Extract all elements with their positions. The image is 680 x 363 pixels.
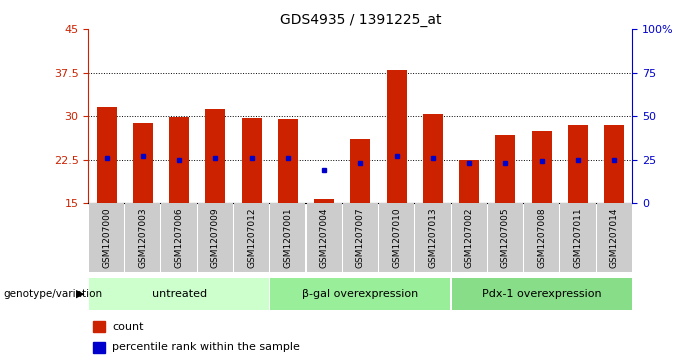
Bar: [278, 119, 298, 203]
Bar: [452, 203, 487, 272]
Bar: [343, 203, 378, 272]
Bar: [241, 118, 262, 203]
Bar: [161, 203, 197, 272]
Bar: [234, 203, 269, 272]
Text: Pdx-1 overexpression: Pdx-1 overexpression: [482, 289, 602, 299]
Text: GSM1207010: GSM1207010: [392, 207, 401, 268]
Bar: [379, 203, 414, 272]
Bar: [198, 203, 233, 272]
Text: GSM1207013: GSM1207013: [428, 207, 437, 268]
Bar: [270, 203, 305, 272]
Bar: [415, 203, 451, 272]
Text: GSM1207006: GSM1207006: [175, 207, 184, 268]
Bar: [605, 125, 624, 203]
Bar: [596, 203, 632, 272]
Text: GSM1207003: GSM1207003: [138, 207, 148, 268]
Bar: [89, 203, 124, 272]
Text: β-gal overexpression: β-gal overexpression: [303, 289, 418, 299]
Bar: [169, 117, 189, 203]
Text: genotype/variation: genotype/variation: [3, 289, 103, 299]
Bar: [459, 160, 479, 203]
Bar: [89, 278, 269, 310]
Bar: [93, 342, 105, 353]
Bar: [532, 131, 551, 203]
Text: GSM1207012: GSM1207012: [247, 208, 256, 268]
Bar: [350, 139, 371, 203]
Bar: [133, 123, 153, 203]
Bar: [568, 125, 588, 203]
Bar: [496, 135, 515, 203]
Text: GSM1207001: GSM1207001: [284, 207, 292, 268]
Bar: [93, 321, 105, 332]
Bar: [271, 278, 450, 310]
Text: GSM1207000: GSM1207000: [102, 207, 111, 268]
Bar: [560, 203, 596, 272]
Bar: [125, 203, 160, 272]
Text: untreated: untreated: [152, 289, 207, 299]
Text: GSM1207008: GSM1207008: [537, 207, 546, 268]
Text: GSM1207004: GSM1207004: [320, 208, 328, 268]
Text: GSM1207014: GSM1207014: [610, 208, 619, 268]
Bar: [423, 114, 443, 203]
Text: count: count: [112, 322, 143, 332]
Text: ▶: ▶: [76, 289, 84, 299]
Text: GSM1207002: GSM1207002: [464, 208, 474, 268]
Text: GSM1207005: GSM1207005: [501, 207, 510, 268]
Title: GDS4935 / 1391225_at: GDS4935 / 1391225_at: [279, 13, 441, 26]
Bar: [307, 203, 342, 272]
Bar: [314, 199, 334, 203]
Bar: [205, 109, 225, 203]
Text: percentile rank within the sample: percentile rank within the sample: [112, 342, 300, 352]
Text: GSM1207007: GSM1207007: [356, 207, 365, 268]
Text: GSM1207011: GSM1207011: [573, 207, 583, 268]
Text: GSM1207009: GSM1207009: [211, 207, 220, 268]
Bar: [524, 203, 560, 272]
Bar: [488, 203, 523, 272]
Bar: [387, 70, 407, 203]
Bar: [452, 278, 632, 310]
Bar: [97, 107, 116, 203]
